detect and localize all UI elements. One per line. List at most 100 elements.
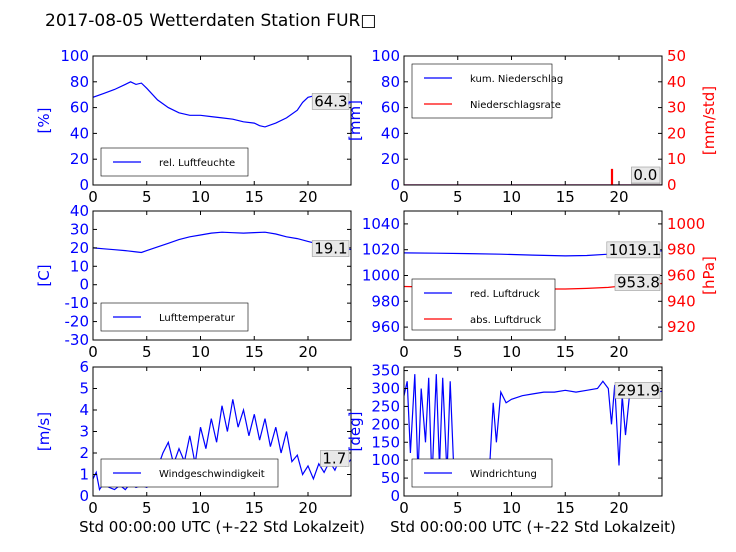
- y-tick-label: 5: [79, 380, 89, 398]
- y-right-tick-label: 920: [667, 318, 696, 336]
- value-label: 1.7: [322, 449, 346, 467]
- y-tick-label: 980: [371, 292, 400, 310]
- y-tick-label: 4: [79, 401, 89, 419]
- y-right-tick-label: 40: [667, 73, 686, 91]
- value-label-box: [320, 450, 350, 467]
- x-tick-label: 5: [142, 343, 152, 361]
- y-tick-label: 100: [60, 47, 89, 65]
- legend: Windgeschwindigkeit: [100, 458, 279, 488]
- x-tick-label: 5: [142, 188, 152, 206]
- x-tick-label: 0: [399, 343, 409, 361]
- y-right-tick-label: 960: [667, 267, 696, 285]
- value-label: 1019.1: [609, 241, 662, 259]
- y-tick-label: 20: [70, 150, 89, 168]
- y-right-axis-label: [mm/std]: [700, 86, 718, 155]
- x-tick-label: 10: [502, 188, 521, 206]
- y-tick-label: 1000: [362, 267, 400, 285]
- y-tick-label: 0: [390, 176, 400, 194]
- value-label: 291.9: [617, 381, 660, 399]
- y-tick-label: 1040: [362, 215, 400, 233]
- x-tick-label: 0: [399, 499, 409, 517]
- y-tick-label: -20: [65, 313, 90, 331]
- x-tick-label: 20: [298, 188, 317, 206]
- legend-box: [411, 278, 556, 331]
- legend-label: Windrichtung: [470, 469, 537, 480]
- series-line-1: [93, 81, 351, 128]
- value-label-box: [614, 274, 661, 291]
- value-label: 64.3: [314, 92, 347, 110]
- chart-panel-2: 0 5 10 15 20 0 20 40 60 80 100 0 10 20 30 40 50 [mm] [mm/s…: [346, 47, 718, 206]
- y-right-tick-label: 30: [667, 99, 686, 117]
- series-line-1: [404, 374, 662, 483]
- y-tick-label: 3: [79, 423, 89, 441]
- legend-box: [411, 63, 553, 119]
- chart-panel-5: 0 5 10 15 20 0 1 2 3 4 5 6 [m/s] Std 00:00:00 UTC (+-…: [35, 358, 365, 536]
- value-label-box: [311, 93, 350, 110]
- x-tick-label: 20: [609, 499, 628, 517]
- y-tick-label: 80: [70, 73, 89, 91]
- y-tick-label: 60: [381, 99, 400, 117]
- y-tick-label: 80: [381, 73, 400, 91]
- axes-frame: [403, 366, 663, 497]
- y-tick-label: 30: [70, 220, 89, 238]
- y-tick-label: 1: [79, 466, 89, 484]
- legend-label: Windgeschwindigkeit: [159, 469, 265, 480]
- x-tick-label: 5: [453, 499, 463, 517]
- x-tick-label: 10: [191, 188, 210, 206]
- y-tick-label: 100: [371, 47, 400, 65]
- series-line-2: [404, 168, 662, 185]
- x-tick-label: 15: [245, 499, 264, 517]
- y-tick-label: 250: [371, 397, 400, 415]
- y-tick-label: 2: [79, 444, 89, 462]
- axes-frame: [92, 55, 352, 186]
- y-tick-label: 0: [79, 487, 89, 505]
- legend-label: red. Luftdruck: [470, 289, 540, 300]
- y-tick-label: -30: [65, 331, 90, 349]
- y-tick-label: 1020: [362, 241, 400, 259]
- value-label-box: [631, 166, 661, 184]
- y-tick-label: 200: [371, 415, 400, 433]
- y-tick-label: 10: [70, 257, 89, 275]
- x-tick-label: 5: [142, 499, 152, 517]
- value-label: 953.8: [617, 273, 660, 291]
- y-right-tick-label: 1000: [667, 215, 705, 233]
- x-tick-label: 0: [88, 188, 98, 206]
- y-right-tick-label: 20: [667, 124, 686, 142]
- y-tick-label: 6: [79, 358, 89, 376]
- legend-box: [100, 147, 249, 177]
- legend: kum. Niederschlag Niederschlagsrate: [411, 63, 563, 119]
- x-axis-label: Std 00:00:00 UTC (+-22 Std Lokalzeit): [79, 518, 365, 536]
- y-tick-label: 60: [70, 99, 89, 117]
- chart-panel-4: 0 5 10 15 20 960 980 1000 1020 1040 920 940 960 980 10…: [362, 210, 718, 361]
- y-right-tick-label: 0: [667, 176, 677, 194]
- x-axis-label: Std 00:00:00 UTC (+-22 Std Lokalzeit): [390, 518, 676, 536]
- x-tick-label: 15: [556, 499, 575, 517]
- value-label-box: [311, 240, 350, 257]
- y-tick-label: 150: [371, 433, 400, 451]
- x-tick-label: 0: [399, 188, 409, 206]
- x-tick-label: 10: [502, 499, 521, 517]
- y-tick-label: 20: [70, 239, 89, 257]
- y-right-tick-label: 940: [667, 292, 696, 310]
- y-tick-label: 0: [79, 276, 89, 294]
- figure-title: 2017-08-05 Wetterdaten Station FUR□: [45, 11, 376, 31]
- x-tick-label: 10: [502, 343, 521, 361]
- axes-frame: [92, 210, 352, 341]
- value-label: 19.1: [314, 240, 347, 258]
- legend: Lufttemperatur: [100, 302, 249, 332]
- y-axis-label: [deg]: [346, 412, 364, 452]
- y-tick-label: 350: [371, 362, 400, 380]
- y-tick-label: 960: [371, 318, 400, 336]
- y-axis-label: [mm]: [346, 100, 364, 141]
- y-axis-label: [C]: [35, 264, 53, 286]
- y-right-tick-label: 980: [667, 241, 696, 259]
- series-line-1: [93, 231, 351, 254]
- y-axis-label: [m/s]: [35, 412, 53, 451]
- y-axis-label: [%]: [35, 108, 53, 134]
- y-right-tick-label: 50: [667, 47, 686, 65]
- legend: red. Luftdruck abs. Luftdruck: [411, 278, 556, 331]
- y-tick-label: 40: [70, 124, 89, 142]
- legend-box: [100, 302, 249, 332]
